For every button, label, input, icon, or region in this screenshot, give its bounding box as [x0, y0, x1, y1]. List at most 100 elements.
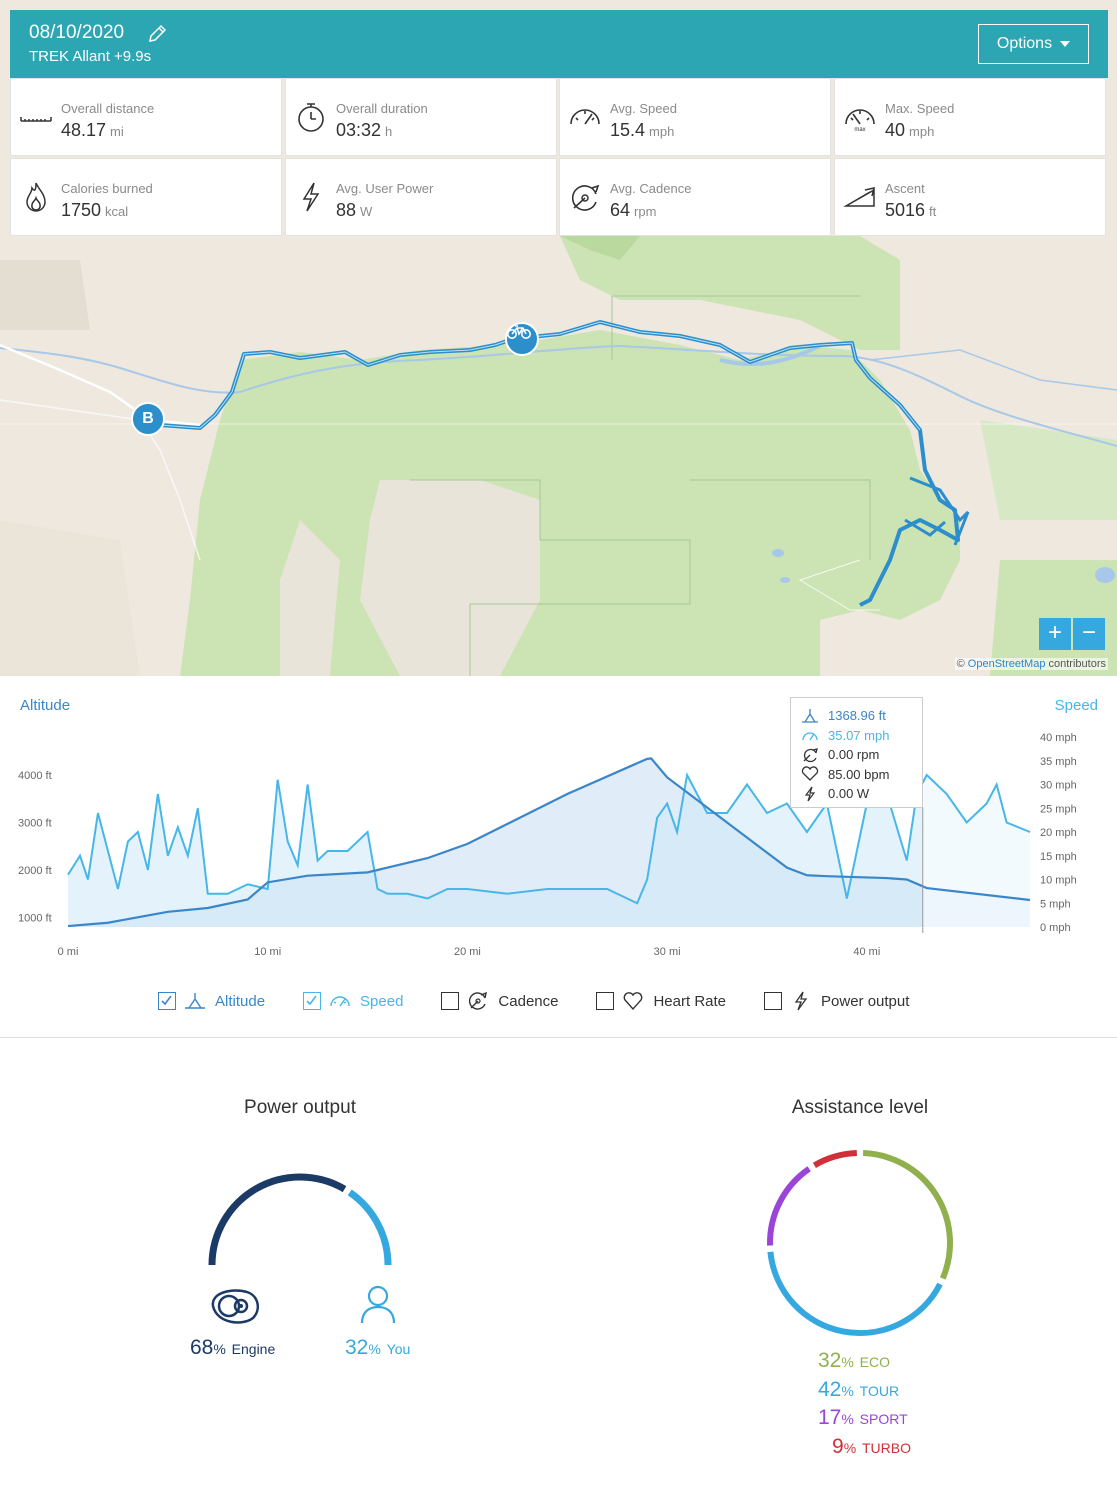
assist-arc-eco: [863, 1150, 953, 1280]
engine-percent: 68: [190, 1336, 214, 1359]
ride-profile-chart[interactable]: 1000 ft 2000 ft 3000 ft 4000 ft 0 mph 5 mph 10…: [0, 677, 1117, 1038]
power-output-title: Power output: [244, 1097, 356, 1118]
speedometer-icon: [570, 109, 600, 125]
lightning-icon: [302, 182, 320, 212]
stat-avg-user-power: Avg. User Power 88 W: [285, 158, 557, 236]
stat-label: Overall duration: [336, 101, 428, 116]
cadence-icon: [571, 184, 600, 211]
toggle-cadence[interactable]: Cadence: [441, 991, 558, 1011]
route-end-marker[interactable]: B: [131, 402, 165, 436]
sport-percent-sign: %: [841, 1411, 854, 1427]
assist-arc-sport: [767, 1166, 811, 1246]
speed-line: [67, 771, 1031, 905]
engine-motor-icon: [211, 1289, 260, 1324]
y-right-tick-label: 20 mph: [1040, 827, 1077, 839]
cadence-icon: [803, 747, 818, 762]
x-tick-label: 40 mi: [853, 946, 880, 958]
checkmark-icon: [306, 995, 317, 1006]
openstreetmap-link[interactable]: OpenStreetMap: [967, 658, 1046, 670]
stat-unit: h: [385, 124, 393, 139]
x-tick-label: 30 mi: [654, 946, 681, 958]
altitude-line: [67, 757, 1031, 928]
tooltip-power-row: 0.00 W: [801, 784, 922, 804]
sport-percent: 17: [818, 1406, 842, 1429]
heart-rate-checkbox[interactable]: [596, 992, 615, 1010]
stat-unit: mi: [110, 124, 124, 139]
bike-position-marker[interactable]: [505, 322, 539, 356]
heart-icon: [801, 766, 819, 782]
tooltip-cadence-row: 0.00 rpm: [801, 745, 922, 765]
cadence-icon: [469, 991, 488, 1010]
tooltip-heart-rate: 85.00 bpm: [828, 766, 890, 782]
assist-eco: 32% ECO: [818, 1349, 890, 1373]
stat-label: Avg. Speed: [610, 101, 677, 116]
ride-date: 08/10/2020: [29, 22, 125, 43]
zoom-in-button[interactable]: +: [1039, 618, 1071, 650]
stat-value: 03:32: [336, 120, 382, 140]
speedometer-icon: [802, 732, 818, 741]
altitude-checkbox[interactable]: [158, 992, 176, 1010]
chart-tooltip: 1368.96 ft 35.07 mph 0.00 rpm 85.00 bpm …: [790, 697, 923, 808]
stat-max-speed: max Max. Speed 40 mph: [834, 78, 1106, 156]
edit-pencil-icon[interactable]: [146, 23, 168, 45]
stat-overall-distance: Overall distance 48.17 mi: [10, 78, 282, 156]
toggle-label: Heart Rate: [653, 992, 727, 1010]
speed-checkbox[interactable]: [303, 992, 322, 1010]
toggle-label: Altitude: [215, 992, 266, 1010]
you-label: You: [386, 1341, 411, 1357]
assist-tour: 42% TOUR: [818, 1378, 899, 1402]
stat-unit: kcal: [105, 204, 129, 219]
stat-value: 40: [885, 120, 906, 140]
stat-value: 64: [610, 200, 631, 220]
options-label: Options: [996, 35, 1053, 52]
assistance-donut: [767, 1150, 953, 1336]
attribution-suffix: contributors: [1048, 658, 1106, 670]
zoom-out-button[interactable]: −: [1073, 618, 1105, 650]
stat-unit: mph: [909, 124, 935, 139]
tour-percent: 42: [818, 1378, 842, 1401]
max-speedometer-icon: max: [845, 109, 875, 133]
stat-value: 1750: [61, 200, 102, 220]
eco-percent: 32: [818, 1349, 842, 1372]
tooltip-power: 0.00 W: [828, 786, 870, 802]
turbo-percent: 9: [832, 1435, 844, 1458]
power-output-gauge: [208, 1173, 392, 1266]
bicycle-icon: [507, 325, 531, 339]
svg-text:max: max: [854, 127, 865, 133]
you-arc: [347, 1189, 392, 1266]
stat-unit: mph: [649, 124, 675, 139]
stat-value: 88: [336, 200, 357, 220]
toggle-speed[interactable]: Speed: [303, 991, 403, 1011]
stat-unit: W: [360, 204, 373, 219]
speed-area: [68, 775, 1030, 927]
lightning-icon: [794, 991, 808, 1011]
y-right-tick-label: 10 mph: [1040, 875, 1077, 887]
sport-label: SPORT: [859, 1411, 908, 1427]
tour-label: TOUR: [859, 1383, 900, 1399]
ride-stats-grid: Overall distance 48.17 mi Overall duratio…: [10, 78, 1108, 236]
engine-percent-sign: %: [213, 1341, 226, 1357]
flame-icon: [26, 182, 46, 212]
stat-label: Ascent: [885, 181, 925, 196]
options-dropdown-button[interactable]: Options: [978, 24, 1089, 64]
x-tick-label: 10 mi: [254, 946, 281, 958]
tooltip-altitude: 1368.96 ft: [828, 708, 886, 724]
y-left-tick-label: 2000 ft: [18, 865, 52, 877]
y-right-tick-label: 30 mph: [1040, 780, 1077, 792]
cadence-checkbox[interactable]: [441, 992, 460, 1010]
power-output-checkbox[interactable]: [764, 992, 783, 1010]
eco-percent-sign: %: [841, 1354, 854, 1370]
checkmark-icon: [161, 995, 172, 1006]
x-tick-label: 0 mi: [58, 946, 79, 958]
toggle-heart-rate[interactable]: Heart Rate: [596, 991, 726, 1011]
map-attribution: © OpenStreetMap contributors: [954, 658, 1108, 670]
toggle-altitude[interactable]: Altitude: [158, 991, 265, 1011]
stat-value: 48.17: [61, 120, 107, 140]
tour-percent-sign: %: [841, 1383, 854, 1399]
you-percent-sign: %: [368, 1341, 381, 1357]
assist-turbo: 9% TURBO: [832, 1435, 911, 1459]
stat-avg-speed: Avg. Speed 15.4 mph: [559, 78, 831, 156]
altitude-icon: [802, 708, 818, 723]
toggle-power-output[interactable]: Power output: [764, 991, 909, 1011]
heart-icon: [624, 992, 643, 1011]
